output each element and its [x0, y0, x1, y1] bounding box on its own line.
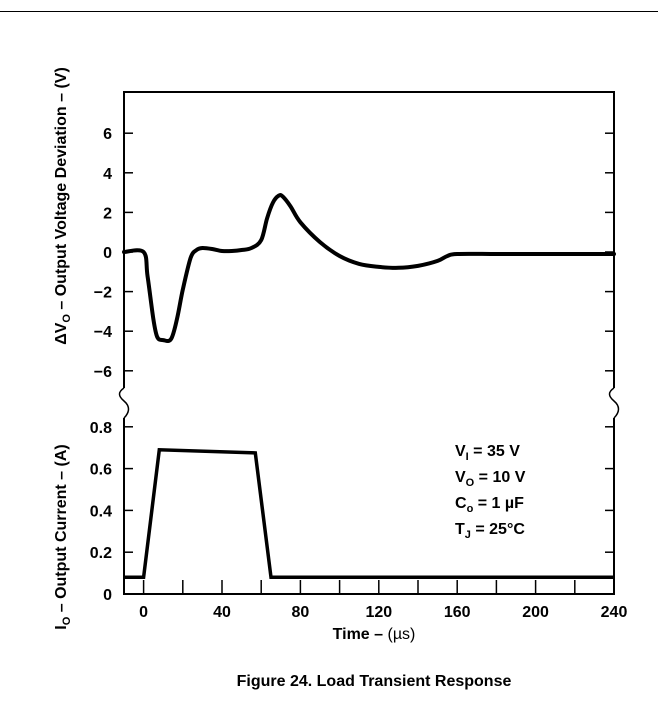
- bottom-y-tick-label: 0.2: [90, 545, 112, 562]
- bottom-y-tick-label: 0.4: [90, 503, 112, 520]
- condition-vo: VO = 10 V: [455, 469, 526, 489]
- x-tick-label: 120: [365, 604, 392, 621]
- condition-vi: VI = 35 V: [455, 443, 520, 463]
- top-panel-frame: [123, 91, 615, 388]
- test-conditions: VI = 35 V VO = 10 V Co = 1 µF TJ = 25°C: [455, 443, 526, 541]
- top-y-tick-label: −4: [94, 324, 112, 341]
- x-tick-label: 160: [444, 604, 471, 621]
- top-y-axis-title: ΔVO – Output Voltage Deviation – (V): [53, 67, 73, 345]
- x-tick-label: 80: [292, 604, 310, 621]
- bottom-y-tick-label: 0.8: [90, 420, 112, 437]
- figure-caption: Figure 24. Load Transient Response: [237, 673, 512, 690]
- top-y-tick-label: 0: [103, 245, 112, 262]
- x-tick-label: 0: [139, 604, 148, 621]
- axis-break-right: [608, 387, 620, 419]
- bottom-y-tick-label: 0.6: [90, 462, 112, 479]
- top-y-tick-label: −6: [94, 364, 112, 381]
- voltage-deviation-series: [122, 192, 616, 344]
- top-y-tick-label: 2: [103, 205, 112, 222]
- bottom-y-tick-label: 0: [103, 587, 112, 604]
- x-tick-label: 240: [601, 604, 628, 621]
- condition-co: Co = 1 µF: [455, 495, 524, 515]
- axis-break-left: [118, 387, 130, 419]
- output-current-series: [124, 447, 614, 580]
- top-y-tick-label: −2: [94, 285, 112, 302]
- x-axis-title: Time – (µs): [333, 626, 416, 643]
- top-y-tick-label: 4: [103, 166, 112, 183]
- condition-tj: TJ = 25°C: [455, 521, 525, 541]
- bottom-y-axis-title: IO – Output Current – (A): [53, 444, 73, 629]
- top-rule: [0, 11, 658, 12]
- bottom-panel-frame: [123, 418, 615, 595]
- x-tick-label: 40: [213, 604, 231, 621]
- top-y-tick-label: 6: [103, 126, 112, 143]
- x-tick-label: 200: [522, 604, 549, 621]
